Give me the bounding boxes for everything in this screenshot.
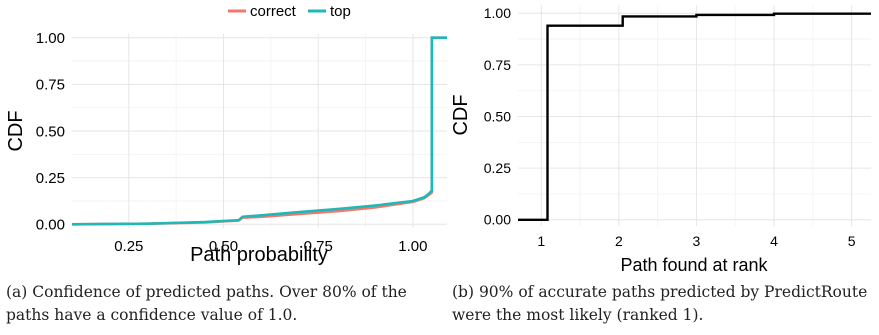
x-tick-label: 2 <box>615 233 623 249</box>
x-tick-label: 1.00 <box>398 238 427 255</box>
x-tick-label: 1 <box>537 233 545 249</box>
x-tick-label: 5 <box>848 233 856 249</box>
y-tick-label: 1.00 <box>484 5 511 21</box>
series-line <box>518 12 871 222</box>
y-tick-label: 0.00 <box>484 212 511 228</box>
y-tick-label: 0.25 <box>484 160 511 176</box>
x-axis-label: Path probability <box>190 244 328 266</box>
legend: correct top <box>228 3 351 20</box>
gridlines <box>72 34 447 228</box>
tick-labels: 1 2 3 4 5 0.00 0.25 0.50 0.75 1.00 <box>484 5 856 249</box>
plot-panel <box>518 5 871 226</box>
confidence-cdf-chart: correct top 0.25 0.50 0.75 1.00 0.00 0.25 0.50… <box>5 3 447 266</box>
y-tick-label: 0.50 <box>484 108 511 124</box>
gridlines <box>518 5 871 226</box>
x-axis-label: Path found at rank <box>620 255 768 275</box>
x-tick-label: 0.50 <box>209 238 238 255</box>
legend-label-top: top <box>330 3 351 20</box>
rank-cdf-chart: 1 2 3 4 5 0.00 0.25 0.50 0.75 1.00 CDF Path found… <box>450 5 871 275</box>
caption-b: (b) 90% of accurate paths predicted by P… <box>452 283 868 324</box>
x-tick-label: 0.75 <box>304 238 333 255</box>
x-tick-label: 0.25 <box>114 238 143 255</box>
series-line-top <box>71 36 447 226</box>
x-tick-label: 3 <box>693 233 701 249</box>
legend-label-correct: correct <box>250 3 297 20</box>
y-tick-label: 0.00 <box>36 217 65 234</box>
y-axis-label: CDF <box>450 94 472 135</box>
x-tick-label: 4 <box>770 233 778 249</box>
y-tick-label: 0.25 <box>36 170 65 187</box>
caption-a: (a) Confidence of predicted paths. Over … <box>6 283 407 324</box>
tick-labels: 0.25 0.50 0.75 1.00 0.00 0.25 0.50 0.75 1.00 <box>36 30 428 255</box>
y-tick-label: 0.50 <box>36 123 65 140</box>
series-lines <box>71 36 447 226</box>
y-tick-label: 0.75 <box>484 57 511 73</box>
series-lines <box>518 12 871 222</box>
y-axis-label: CDF <box>5 110 27 151</box>
y-tick-label: 1.00 <box>36 30 65 47</box>
y-tick-label: 0.75 <box>36 77 65 94</box>
